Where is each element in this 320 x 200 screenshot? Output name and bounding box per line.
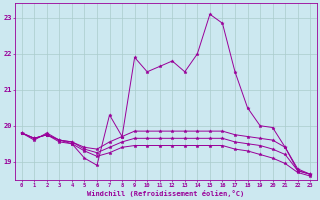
X-axis label: Windchill (Refroidissement éolien,°C): Windchill (Refroidissement éolien,°C) bbox=[87, 190, 244, 197]
